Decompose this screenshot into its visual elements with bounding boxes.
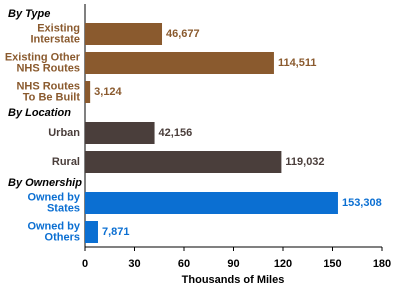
value-label: 46,677	[166, 28, 200, 40]
value-label: 119,032	[285, 156, 324, 168]
bar	[85, 23, 163, 45]
bar	[85, 52, 274, 74]
bar	[85, 192, 338, 214]
x-tick-label: 30	[128, 258, 140, 270]
x-tick-label: 180	[373, 258, 391, 270]
x-tick-label: 120	[274, 258, 292, 270]
group-header: By Location	[8, 107, 71, 119]
category-label: Rural	[52, 156, 80, 168]
value-label: 42,156	[159, 127, 193, 139]
x-tick-label: 150	[323, 258, 341, 270]
category-label: Owned by Others	[27, 220, 80, 243]
category-label: Existing Interstate	[30, 22, 80, 45]
value-label: 7,871	[102, 226, 130, 238]
bar	[85, 151, 282, 173]
group-header: By Type	[8, 8, 50, 20]
category-label: Urban	[48, 127, 80, 139]
category-label: Existing Other NHS Routes	[5, 51, 81, 74]
value-label: 114,511	[278, 57, 317, 69]
value-label: 3,124	[94, 86, 122, 98]
bar	[85, 81, 91, 103]
x-tick-label: 60	[178, 258, 190, 270]
x-axis-label: Thousands of Miles	[182, 274, 285, 286]
value-label: 153,308	[342, 197, 382, 209]
x-tick-label: 90	[227, 258, 239, 270]
x-tick-label: 0	[82, 258, 88, 270]
group-header: By Ownership	[8, 177, 82, 189]
bar	[85, 221, 98, 243]
bar	[85, 122, 155, 144]
category-label: NHS Routes To Be Built	[16, 80, 80, 103]
category-label: Owned by States	[27, 191, 80, 214]
